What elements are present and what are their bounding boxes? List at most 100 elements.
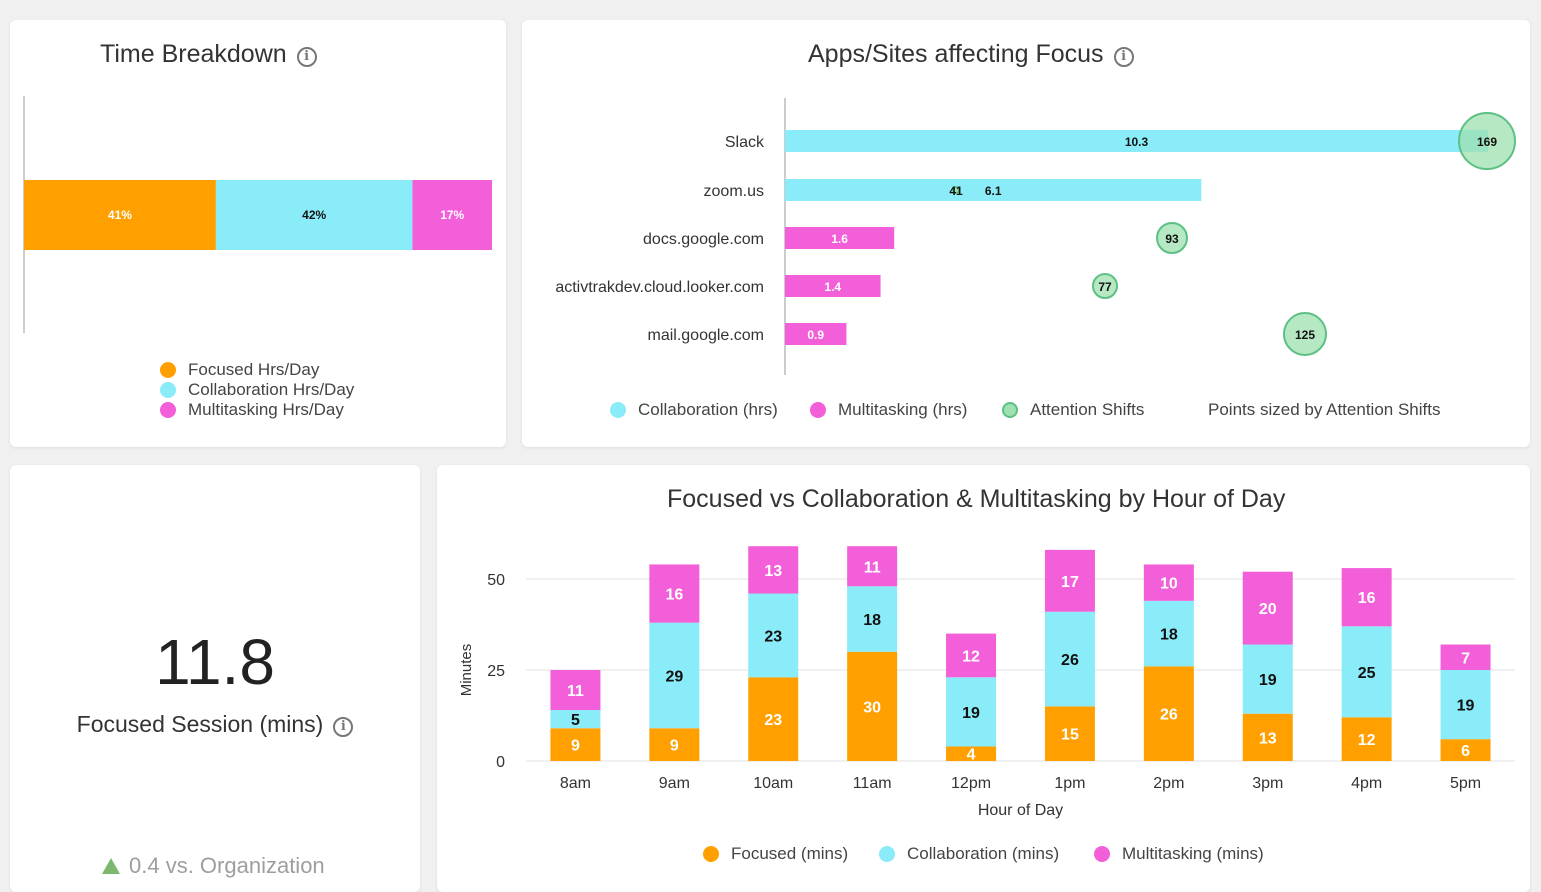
bar-segment bbox=[1440, 644, 1491, 670]
data-label: 30 bbox=[863, 699, 881, 716]
data-label: 19 bbox=[962, 705, 980, 722]
data-label: 10 bbox=[1160, 576, 1178, 593]
multitasking-legend-dot bbox=[160, 402, 176, 418]
data-label: 17% bbox=[440, 208, 464, 222]
legend-item-collaboration-mins[interactable]: Collaboration (mins) bbox=[879, 844, 1059, 864]
data-label: 15 bbox=[1061, 727, 1079, 744]
bar-segment bbox=[1440, 670, 1491, 740]
data-label: 26 bbox=[1061, 652, 1079, 669]
x-tick-label: 11am bbox=[853, 775, 892, 792]
bar-segment bbox=[1341, 568, 1392, 627]
bubble-label: 93 bbox=[1165, 232, 1179, 246]
kpi-delta-row: 0.4 vs. Organization bbox=[102, 853, 325, 879]
collaboration-legend-dot bbox=[879, 846, 895, 862]
bubble-label: 169 bbox=[1477, 135, 1497, 149]
data-label: 26 bbox=[1160, 707, 1178, 724]
bubble-label: 125 bbox=[1295, 328, 1315, 342]
data-label: 6 bbox=[1461, 743, 1470, 760]
data-label: 1.6 bbox=[831, 232, 848, 246]
bar-segment bbox=[412, 180, 492, 250]
kpi-delta: 0.4 vs. Organization bbox=[129, 853, 325, 878]
time-breakdown-card: Time Breakdown i 41% 42% 17% Focused Hrs/Da… bbox=[10, 20, 506, 447]
legend-label: Multitasking (hrs) bbox=[838, 400, 968, 419]
data-label: 0.9 bbox=[807, 328, 824, 342]
x-tick-label: 4pm bbox=[1351, 775, 1382, 792]
bar-segment bbox=[1143, 564, 1194, 601]
bar-segment bbox=[1143, 666, 1194, 761]
legend-label: Focused Hrs/Day bbox=[188, 360, 320, 379]
bubble-label: 77 bbox=[1098, 280, 1112, 294]
bar-segment bbox=[847, 651, 898, 761]
legend-item-multitasking[interactable]: Multitasking Hrs/Day bbox=[160, 400, 344, 420]
x-tick-label: 12pm bbox=[951, 775, 991, 792]
legend-label: Multitasking Hrs/Day bbox=[188, 400, 344, 419]
data-label: 23 bbox=[764, 712, 782, 729]
bar bbox=[785, 275, 881, 297]
kpi-label: Focused Session (mins) bbox=[76, 711, 324, 737]
bar bbox=[785, 323, 847, 345]
legend-item-collaboration-hrs[interactable]: Collaboration (hrs) bbox=[610, 400, 778, 420]
x-tick-label: 9am bbox=[659, 775, 690, 792]
bar-segment bbox=[1341, 717, 1392, 761]
data-label: 12 bbox=[962, 648, 980, 665]
bar-segment bbox=[946, 633, 997, 678]
bar-segment bbox=[215, 180, 413, 250]
data-label: 29 bbox=[665, 668, 683, 685]
legend-item-multitasking-hrs[interactable]: Multitasking (hrs) bbox=[810, 400, 967, 420]
attention-bubble bbox=[952, 186, 960, 194]
data-label: 18 bbox=[1160, 627, 1178, 644]
triangle-up-icon bbox=[102, 858, 120, 874]
collaboration-legend-dot bbox=[610, 402, 626, 418]
bar-segment bbox=[1044, 549, 1095, 612]
hourly-chart: 0 25 50 Minutes 9 5 11 8am 9 29 16 9am 23 23 13 10am 30 1… bbox=[458, 546, 1515, 819]
bubble-label: 41 bbox=[949, 184, 963, 198]
data-label: 10.3 bbox=[1125, 135, 1149, 149]
x-tick-label: 2pm bbox=[1153, 775, 1184, 792]
legend-item-focused-mins[interactable]: Focused (mins) bbox=[703, 844, 848, 864]
points-sized-note: Points sized by Attention Shifts bbox=[1208, 400, 1441, 419]
data-label: 4 bbox=[967, 747, 976, 764]
bar bbox=[785, 179, 1202, 201]
bar-segment bbox=[1044, 611, 1095, 707]
category-label: Slack bbox=[725, 134, 765, 151]
x-tick-label: 10am bbox=[753, 775, 793, 792]
data-label: 19 bbox=[1259, 672, 1277, 689]
legend-item-focused[interactable]: Focused Hrs/Day bbox=[160, 360, 319, 380]
bar-segment bbox=[550, 670, 601, 711]
time-breakdown-title: Time Breakdown bbox=[100, 40, 287, 68]
attention-bubble bbox=[1283, 312, 1327, 356]
kpi-value: 11.8 bbox=[155, 626, 275, 698]
bar-segment bbox=[550, 728, 601, 761]
bar-segment bbox=[550, 710, 601, 729]
data-label: 23 bbox=[764, 628, 782, 645]
data-label: 7 bbox=[1461, 650, 1470, 667]
info-icon[interactable]: i bbox=[296, 47, 317, 67]
data-label: 9 bbox=[670, 738, 679, 755]
info-icon[interactable]: i bbox=[1113, 47, 1134, 67]
y-tick-label: 0 bbox=[496, 754, 505, 771]
data-label: 12 bbox=[1358, 732, 1376, 749]
legend-label: Multitasking (mins) bbox=[1122, 844, 1264, 863]
data-label: 5 bbox=[571, 712, 580, 729]
data-label: 42% bbox=[302, 208, 326, 222]
legend-label: Collaboration (mins) bbox=[907, 844, 1060, 863]
legend-item-multitasking-mins[interactable]: Multitasking (mins) bbox=[1094, 844, 1264, 864]
data-label: 18 bbox=[863, 612, 881, 629]
bar-segment bbox=[1242, 713, 1293, 761]
bar-segment bbox=[1242, 644, 1293, 714]
legend-item-collaboration[interactable]: Collaboration Hrs/Day bbox=[160, 380, 354, 400]
focused-legend-dot bbox=[160, 362, 176, 378]
legend-label: Attention Shifts bbox=[1030, 400, 1145, 419]
legend-item-attention-shifts[interactable]: Attention Shifts bbox=[1002, 400, 1144, 420]
data-label: 11 bbox=[567, 683, 584, 700]
focused-session-card: 11.8 Focused Session (mins) i 0.4 vs. Org… bbox=[10, 465, 420, 892]
x-tick-label: 5pm bbox=[1450, 775, 1481, 792]
data-label: 13 bbox=[764, 563, 782, 580]
x-tick-label: 1pm bbox=[1054, 775, 1085, 792]
info-icon[interactable]: i bbox=[333, 717, 354, 737]
category-label: mail.google.com bbox=[648, 327, 765, 344]
data-label: 20 bbox=[1259, 601, 1277, 618]
attention-bubble bbox=[1458, 112, 1516, 170]
bar-segment bbox=[847, 546, 898, 587]
bar-segment bbox=[946, 677, 997, 747]
